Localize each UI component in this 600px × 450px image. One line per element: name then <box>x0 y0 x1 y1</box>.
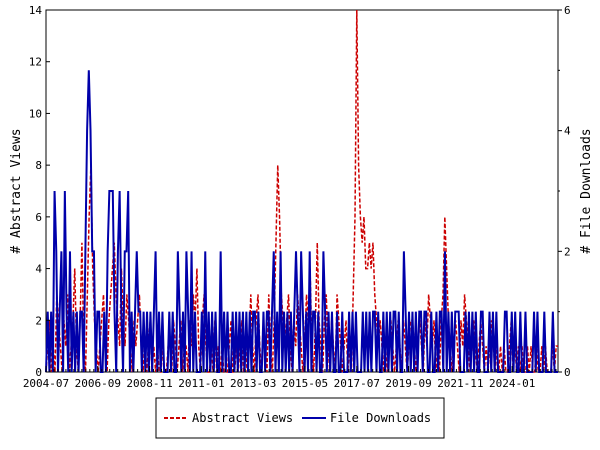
left-y-tick-label: 6 <box>35 211 42 224</box>
plot-area: 2004-07 2006-09 2008-11 2011-01 2013-03 2015-… <box>23 4 571 390</box>
left-y-tick-label: 0 <box>35 366 42 379</box>
right-y-tick-label: 4 <box>564 125 571 138</box>
x-tick-label: 2011-01 <box>178 377 224 390</box>
x-tick-label: 2004-07 <box>23 377 69 390</box>
legend-label-abstract-views: Abstract Views <box>192 411 293 425</box>
legend: Abstract Views File Downloads <box>155 397 445 439</box>
right-y-tick-label: 0 <box>564 366 571 379</box>
x-tick-label: 2013-03 <box>230 377 276 390</box>
right-y-tick-label: 2 <box>564 245 571 258</box>
left-axis-title: # Abstract Views <box>9 128 24 253</box>
legend-label-file-downloads: File Downloads <box>330 411 431 425</box>
left-y-tick-label: 12 <box>29 56 42 69</box>
series-layer <box>45 9 558 373</box>
x-tick-label: 2019-09 <box>385 377 431 390</box>
x-tick-label: 2021-11 <box>437 377 483 390</box>
right-y-axis: 0 2 4 6 <box>558 4 571 379</box>
left-y-tick-label: 14 <box>29 4 43 17</box>
x-tick-label: 2006-09 <box>75 377 121 390</box>
x-tick-label: 2024-01 <box>489 377 535 390</box>
legend-box <box>155 397 445 439</box>
right-y-tick-label: 6 <box>564 4 571 17</box>
x-axis: 2004-07 2006-09 2008-11 2011-01 2013-03 2015-… <box>23 366 557 390</box>
x-tick-label: 2017-07 <box>334 377 380 390</box>
left-y-tick-label: 10 <box>29 107 42 120</box>
left-y-tick-label: 8 <box>35 159 42 172</box>
left-y-tick-label: 4 <box>35 263 42 276</box>
left-y-tick-label: 2 <box>35 314 42 327</box>
x-tick-label: 2008-11 <box>126 377 172 390</box>
series-line-file-downloads <box>45 70 558 373</box>
x-tick-label: 2015-05 <box>282 377 328 390</box>
right-axis-title: # File Downloads <box>579 128 594 253</box>
left-y-axis: 0 2 4 6 8 10 12 14 <box>29 4 50 379</box>
